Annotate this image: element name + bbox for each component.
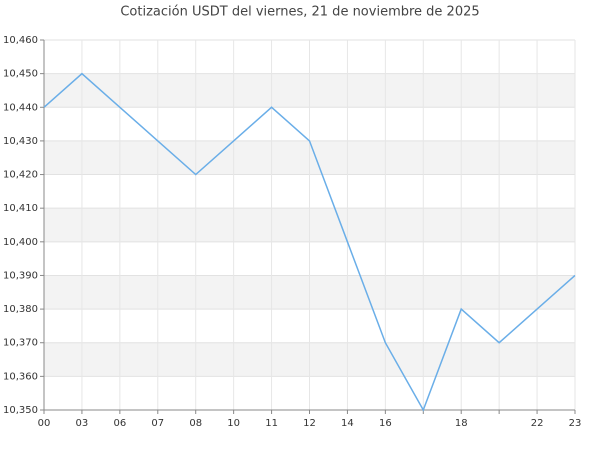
x-tick-label: 12 bbox=[303, 418, 316, 429]
y-tick-label: 10,400 bbox=[3, 237, 38, 248]
line-series bbox=[43, 72, 576, 412]
y-tick-label: 10,410 bbox=[3, 203, 38, 214]
y-tick-label: 10,420 bbox=[3, 170, 38, 181]
y-tick-label: 10,380 bbox=[3, 304, 38, 315]
x-tick-label: 10 bbox=[227, 418, 240, 429]
x-tick-label: 14 bbox=[341, 418, 354, 429]
x-tick-label: 23 bbox=[569, 418, 582, 429]
x-tick-label: 22 bbox=[531, 418, 544, 429]
x-tick-label: 03 bbox=[76, 418, 89, 429]
y-tick-label: 10,460 bbox=[3, 35, 38, 46]
y-tick-label: 10,440 bbox=[3, 102, 38, 113]
x-tick-label: 11 bbox=[265, 418, 278, 429]
x-tick-label: 18 bbox=[455, 418, 468, 429]
y-tick-label: 10,360 bbox=[3, 371, 38, 382]
x-tick-label: 00 bbox=[38, 418, 51, 429]
y-tick-label: 10,430 bbox=[3, 136, 38, 147]
x-tick-label: 06 bbox=[113, 418, 126, 429]
y-tick-label: 10,390 bbox=[3, 270, 38, 281]
y-tick-label: 10,370 bbox=[3, 338, 38, 349]
x-tick-label: 07 bbox=[151, 418, 164, 429]
y-tick-label: 10,350 bbox=[3, 405, 38, 416]
y-tick-label: 10,450 bbox=[3, 69, 38, 80]
chart-title: Cotización USDT del viernes, 21 de novie… bbox=[120, 5, 479, 20]
x-tick-label: 08 bbox=[189, 418, 202, 429]
x-tick-label: 16 bbox=[379, 418, 392, 429]
